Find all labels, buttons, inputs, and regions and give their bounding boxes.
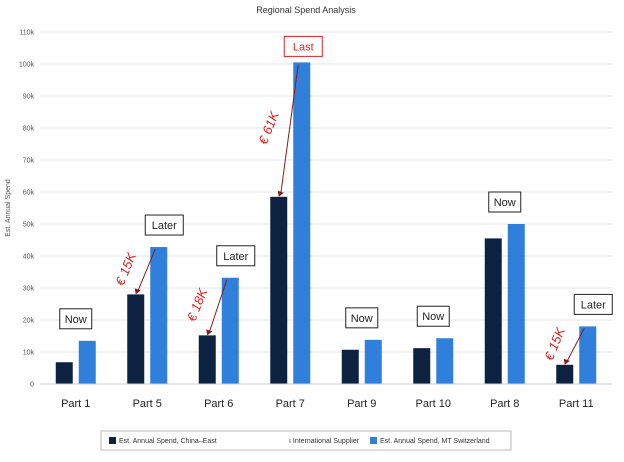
savings-arrow bbox=[137, 248, 156, 292]
bar-china-east bbox=[55, 362, 73, 384]
bar-china-east bbox=[127, 294, 145, 384]
y-tick-label: 0 bbox=[30, 382, 34, 389]
callout-label: Now bbox=[422, 311, 444, 323]
y-tick-label: 100k bbox=[19, 62, 35, 69]
bar-china-east bbox=[270, 196, 288, 384]
callout-label: Last bbox=[293, 41, 314, 53]
bar-mt-switzerland bbox=[436, 338, 454, 384]
chart-title: Regional Spend Analysis bbox=[256, 5, 356, 15]
x-tick-label: Part 6 bbox=[204, 398, 233, 410]
callout-label: Now bbox=[65, 314, 87, 326]
bar-mt-switzerland bbox=[293, 62, 311, 385]
callout-box bbox=[144, 214, 184, 236]
y-tick-label: 50k bbox=[23, 222, 35, 229]
legend-entry: Est. Annual Spend, MT Switzerland bbox=[380, 438, 490, 445]
callout-label: Later bbox=[581, 299, 606, 311]
bar-mt-switzerland bbox=[579, 326, 597, 384]
y-tick-label: 80k bbox=[23, 126, 35, 133]
savings-label: € 18K bbox=[184, 285, 211, 323]
legend[interactable]: Est. Annual Spend, China–East ı Internati… bbox=[100, 430, 512, 451]
savings-label: € 61K bbox=[255, 108, 282, 146]
legend-entry: Est. Annual Spend, China–East bbox=[119, 438, 217, 445]
savings-arrow bbox=[566, 328, 585, 363]
callout-box bbox=[283, 35, 323, 57]
arrowhead bbox=[134, 288, 141, 295]
bar-mt-switzerland bbox=[78, 340, 96, 384]
x-tick-label: Part 10 bbox=[416, 398, 451, 410]
x-tick-label: Part 5 bbox=[133, 398, 162, 410]
x-tick-label: Part 9 bbox=[347, 398, 376, 410]
arrowhead bbox=[563, 358, 570, 365]
bar-china-east bbox=[484, 238, 502, 384]
bars bbox=[55, 62, 597, 385]
savings-label: € 15K bbox=[541, 324, 568, 362]
bar-mt-switzerland bbox=[364, 339, 382, 384]
arrowhead bbox=[206, 329, 213, 336]
y-tick-labels: 0 10k 20k 30k 40k 50k 60k 70k 80k 90k 100k 110k bbox=[19, 30, 35, 389]
bar-mt-switzerland bbox=[150, 247, 168, 384]
y-tick-label: 10k bbox=[23, 350, 35, 357]
legend-swatch bbox=[370, 437, 377, 444]
savings-arrow bbox=[280, 64, 299, 194]
callout-box bbox=[216, 245, 256, 267]
x-tick-label: Part 11 bbox=[559, 398, 594, 410]
callout-box bbox=[345, 307, 379, 329]
y-tick-label: 20k bbox=[23, 318, 35, 325]
y-tick-label: 30k bbox=[23, 286, 35, 293]
savings-arrow bbox=[208, 279, 228, 333]
bar-mt-switzerland bbox=[221, 277, 239, 384]
savings-label: € 15K bbox=[112, 249, 139, 287]
y-tick-label: 90k bbox=[23, 94, 35, 101]
callout-box bbox=[416, 305, 450, 327]
x-tick-labels: Part 1 Part 5 Part 6 Part 7 Part 9 Part 10 Par… bbox=[61, 398, 594, 410]
legend-frame bbox=[100, 430, 512, 451]
grid-lines bbox=[40, 31, 612, 353]
arrowhead bbox=[277, 190, 284, 197]
callout-label: Later bbox=[152, 220, 177, 232]
legend-entry: ı International Supplier bbox=[289, 438, 360, 445]
callout-box bbox=[59, 308, 93, 330]
x-tick-label: Part 1 bbox=[61, 398, 90, 410]
x-tick-label: Part 8 bbox=[490, 398, 519, 410]
y-axis-label: Est. Annual Spend bbox=[5, 179, 12, 237]
callout-label: Later bbox=[223, 251, 248, 263]
callout-label: Now bbox=[351, 313, 373, 325]
bar-china-east bbox=[556, 364, 574, 384]
bar-china-east bbox=[198, 335, 216, 384]
annotations: Now Later € 15K Later € 18K Last € 61K Now Now No… bbox=[59, 35, 613, 365]
y-tick-label: 70k bbox=[23, 158, 35, 165]
bar-china-east bbox=[413, 348, 431, 384]
callout-box bbox=[573, 293, 613, 315]
x-tick-label: Part 7 bbox=[276, 398, 305, 410]
bar-mt-switzerland bbox=[507, 224, 525, 384]
y-tick-label: 40k bbox=[23, 254, 35, 261]
callout-box bbox=[488, 191, 522, 213]
y-tick-label: 60k bbox=[23, 190, 35, 197]
bar-china-east bbox=[341, 349, 359, 384]
y-tick-label: 110k bbox=[19, 30, 34, 37]
legend-swatch bbox=[109, 437, 116, 444]
callout-label: Now bbox=[494, 197, 516, 209]
